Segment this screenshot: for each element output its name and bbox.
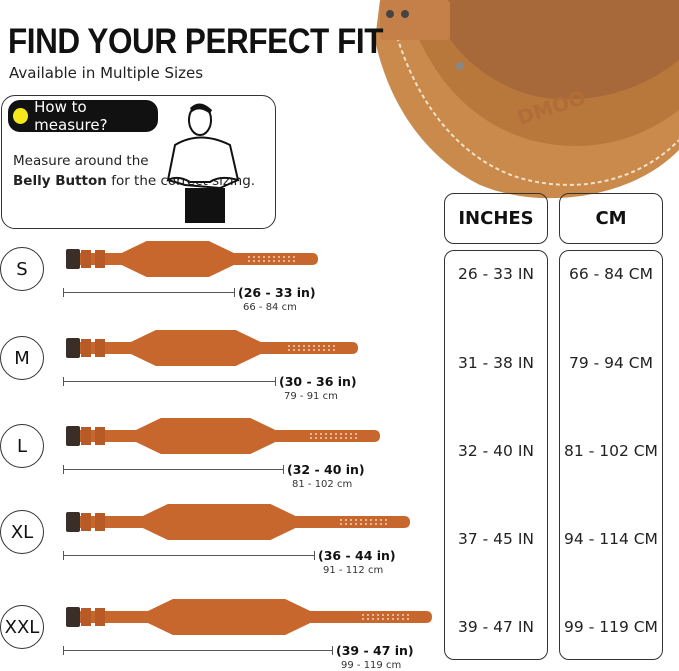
size-range-cm: 99 - 119 cm <box>341 660 402 671</box>
size-range-inches: (36 - 44 in) <box>318 548 396 563</box>
belt-s <box>66 241 318 277</box>
belt-l <box>66 418 380 454</box>
size-range-inches: (32 - 40 in) <box>287 462 365 477</box>
size-badge-l: L <box>0 424 44 468</box>
badge-label: How to measure? <box>34 98 108 134</box>
buckle-icon <box>66 249 80 269</box>
cm-value: 99 - 119 CM <box>564 618 658 636</box>
measure-line <box>63 288 235 297</box>
inches-value: 39 - 47 IN <box>458 618 534 636</box>
size-range-inches: (26 - 33 in) <box>238 285 316 300</box>
size-range-cm: 79 - 91 cm <box>284 391 338 402</box>
buckle-icon <box>66 607 80 627</box>
size-range-inches: (39 - 47 in) <box>336 643 414 658</box>
cm-column <box>559 250 663 660</box>
inches-value: 31 - 38 IN <box>458 354 534 372</box>
man-measuring-illustration <box>166 103 240 223</box>
page-title: FIND YOUR PERFECT FIT <box>8 22 383 61</box>
cm-value: 94 - 114 CM <box>564 530 658 548</box>
inches-value: 32 - 40 IN <box>458 442 534 460</box>
size-badge-xl: XL <box>0 510 44 554</box>
belt-xl <box>66 504 410 540</box>
size-label: S <box>16 258 28 280</box>
size-badge-m: M <box>0 336 44 380</box>
cm-value: 81 - 102 CM <box>564 442 658 460</box>
how-to-measure-box <box>1 95 276 229</box>
inches-column <box>444 250 548 660</box>
inches-column-header: INCHES <box>444 193 548 244</box>
size-badge-xxl: XXL <box>0 605 44 649</box>
yellow-dot-icon <box>13 108 29 124</box>
inches-value: 26 - 33 IN <box>458 265 534 283</box>
buckle-icon <box>66 338 80 358</box>
cm-value: 79 - 94 CM <box>568 354 654 372</box>
size-range-inches: (30 - 36 in) <box>279 374 357 389</box>
size-label: XXL <box>4 616 40 638</box>
how-to-measure-badge: How to measure? <box>8 98 158 134</box>
measure-line <box>63 646 333 655</box>
measure-line <box>63 377 276 386</box>
buckle-icon <box>66 426 80 446</box>
belt-xxl <box>66 599 432 635</box>
page-subtitle: Available in Multiple Sizes <box>9 64 204 82</box>
instruction-bold: Belly Button <box>13 173 107 189</box>
instruction-text: Measure around the <box>13 153 149 169</box>
size-label: XL <box>10 521 34 543</box>
inches-value: 37 - 45 IN <box>458 530 534 548</box>
size-range-cm: 81 - 102 cm <box>292 479 353 490</box>
measure-line <box>63 465 284 474</box>
measure-line <box>63 551 315 560</box>
buckle-icon <box>66 512 80 532</box>
size-range-cm: 91 - 112 cm <box>323 565 384 576</box>
belt-photo: DMOO <box>375 0 679 199</box>
size-label: L <box>16 435 28 457</box>
size-range-cm: 66 - 84 cm <box>243 302 297 313</box>
size-label: M <box>14 347 30 369</box>
cm-column-header: CM <box>559 193 663 244</box>
cm-value: 66 - 84 CM <box>568 265 654 283</box>
size-badge-s: S <box>0 247 44 291</box>
belt-m <box>66 330 358 366</box>
